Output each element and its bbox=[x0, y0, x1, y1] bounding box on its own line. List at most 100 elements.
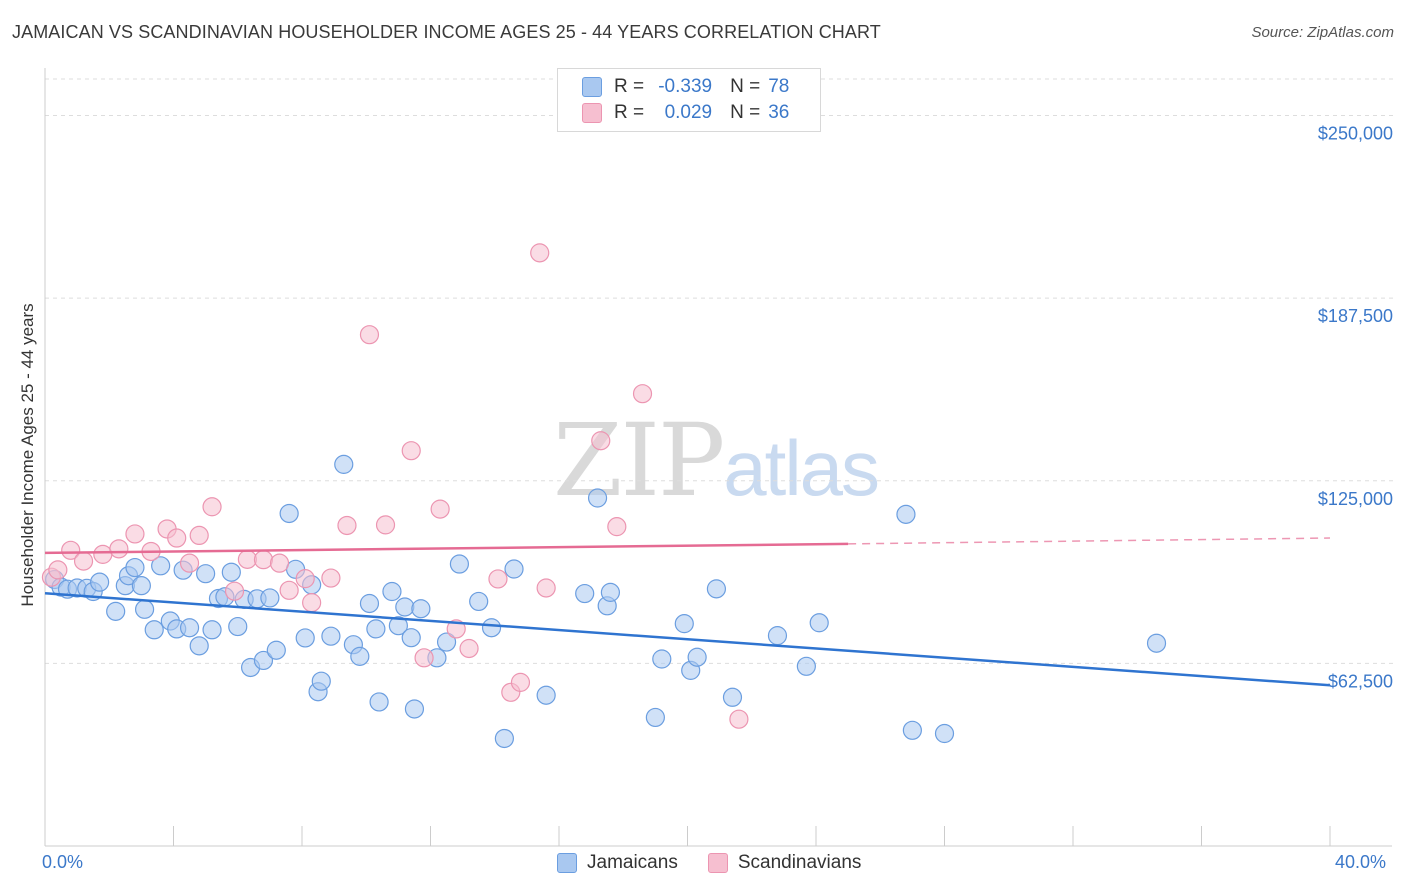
source-label: Source: ZipAtlas.com bbox=[1251, 24, 1394, 41]
scandinavians-point bbox=[167, 528, 187, 548]
series-legend: Jamaicans Scandinavians bbox=[557, 852, 891, 874]
jamaicans-point bbox=[295, 628, 315, 648]
scandinavians-point bbox=[359, 325, 380, 345]
scandinavians-point bbox=[48, 560, 68, 580]
jamaicans-point bbox=[350, 646, 370, 666]
jamaicans-point bbox=[469, 591, 489, 612]
jamaicans-point bbox=[134, 599, 155, 619]
jamaicans-point bbox=[687, 647, 707, 667]
r-label: R = bbox=[614, 102, 645, 123]
stats-row-scandinavians: R = 0.029 N = 36 bbox=[582, 101, 789, 125]
legend-label-jamaicans: Jamaicans bbox=[587, 852, 678, 873]
scandinavians-point bbox=[729, 709, 749, 729]
scandinavians-points bbox=[41, 243, 749, 729]
jamaicans-point bbox=[401, 628, 421, 648]
jamaicans-point bbox=[436, 632, 457, 652]
jamaicans-point bbox=[902, 720, 922, 740]
watermark-atlas: atlas bbox=[723, 424, 880, 512]
y-tick-label: $125,000 bbox=[1318, 489, 1393, 509]
legend-item-scandinavians[interactable]: Scandinavians bbox=[707, 852, 862, 874]
jamaicans-point bbox=[106, 601, 126, 621]
x-tick-label-max: 40.0% bbox=[1335, 852, 1387, 872]
scandinavians-point bbox=[237, 549, 257, 569]
jamaicans-point bbox=[253, 650, 274, 671]
jamaicans-point bbox=[359, 593, 380, 614]
scandinavians-point bbox=[401, 441, 421, 461]
stats-row-jamaicans: R = -0.339 N = 78 bbox=[582, 75, 789, 99]
r-value: -0.339 bbox=[658, 76, 713, 97]
scandinavians-point bbox=[179, 553, 200, 573]
n-value: 36 bbox=[768, 102, 790, 123]
jamaicans-point bbox=[600, 582, 621, 602]
jamaicans-point bbox=[266, 640, 286, 660]
jamaicans-point bbox=[536, 685, 556, 705]
jamaicans-point bbox=[575, 583, 595, 604]
scandinavians-point bbox=[459, 638, 479, 659]
jamaicans-point bbox=[504, 559, 524, 579]
jamaicans-point bbox=[228, 616, 248, 637]
scandinavians-point bbox=[530, 243, 550, 263]
n-label: N = bbox=[730, 102, 761, 123]
jamaicans-point bbox=[334, 454, 354, 474]
scandinavians-point bbox=[488, 569, 508, 589]
jamaicans-point bbox=[404, 699, 425, 719]
grid-lines bbox=[45, 78, 1395, 664]
jamaicans-point bbox=[144, 620, 164, 640]
jamaicans-point bbox=[706, 579, 727, 599]
scandinavians-point bbox=[279, 580, 299, 600]
x-tick-label-min: 0.0% bbox=[42, 852, 84, 872]
r-label: R = bbox=[614, 76, 645, 97]
scandinavians-point bbox=[632, 384, 653, 404]
jamaicans-point bbox=[809, 613, 829, 633]
scandinavians-point bbox=[430, 499, 450, 519]
jamaicans-point bbox=[645, 707, 665, 728]
jamaicans-point bbox=[131, 576, 151, 596]
jamaicans-point bbox=[896, 504, 916, 524]
scandinavians-point bbox=[510, 672, 531, 692]
jamaicans-point bbox=[202, 620, 222, 640]
jamaicans-point bbox=[449, 554, 470, 574]
scandinavians-trend-extension bbox=[848, 537, 1331, 545]
jamaicans-point bbox=[90, 572, 110, 592]
jamaicans-point bbox=[674, 614, 694, 634]
scandinavians-point bbox=[536, 578, 556, 598]
scandinavians-legend-swatch bbox=[707, 853, 728, 873]
jamaicans-point bbox=[767, 626, 788, 646]
scandinavians-point bbox=[253, 550, 274, 570]
jamaicans-point bbox=[382, 581, 402, 602]
jamaicans-point bbox=[1146, 633, 1167, 653]
jamaicans-point bbox=[279, 503, 299, 524]
axes bbox=[44, 68, 1392, 847]
scandinavians-point bbox=[446, 619, 466, 639]
legend-label-scandinavians: Scandinavians bbox=[737, 852, 862, 873]
jamaicans-point bbox=[366, 619, 386, 639]
scandinavians-point bbox=[109, 539, 129, 559]
watermark: ZIPatlas bbox=[553, 402, 880, 519]
jamaicans-point bbox=[388, 616, 408, 636]
scandinavians-point bbox=[73, 551, 94, 571]
scandinavians-point bbox=[591, 431, 611, 451]
y-tick-label: $187,500 bbox=[1318, 306, 1393, 326]
jamaicans-point bbox=[179, 618, 200, 638]
n-value: 78 bbox=[768, 76, 790, 97]
jamaicans-point bbox=[722, 687, 743, 707]
jamaicans-point bbox=[395, 597, 415, 617]
jamaicans-legend-swatch bbox=[557, 853, 577, 873]
jamaicans-point bbox=[260, 588, 280, 608]
jamaicans-point bbox=[481, 618, 502, 638]
trend-lines bbox=[44, 537, 1331, 687]
jamaicans-point bbox=[151, 556, 171, 576]
scandinavians-point bbox=[337, 515, 357, 536]
jamaicans-point bbox=[934, 723, 955, 744]
watermark-zip: ZIP bbox=[553, 402, 725, 519]
n-label: N = bbox=[730, 76, 761, 97]
jamaicans-point bbox=[411, 599, 431, 619]
scandinavians-point bbox=[321, 568, 341, 588]
y-axis-title: Householder Income Ages 25 - 44 years bbox=[18, 303, 37, 607]
scandinavians-point bbox=[224, 581, 245, 601]
jamaicans-swatch bbox=[582, 77, 602, 97]
jamaicans-point bbox=[494, 728, 514, 749]
scandinavians-point bbox=[375, 515, 396, 535]
legend-item-jamaicans[interactable]: Jamaicans bbox=[557, 852, 678, 874]
